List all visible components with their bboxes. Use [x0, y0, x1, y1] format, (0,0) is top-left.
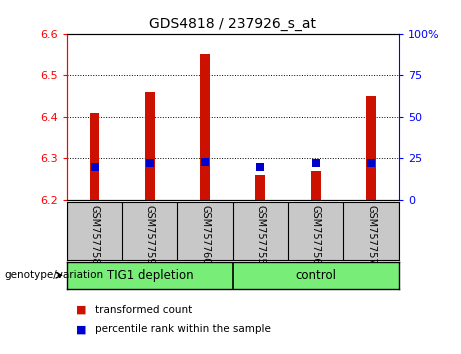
Text: percentile rank within the sample: percentile rank within the sample — [95, 324, 271, 334]
Point — [146, 161, 154, 166]
Point — [201, 159, 209, 165]
Point — [367, 161, 375, 166]
Text: GSM757758: GSM757758 — [89, 205, 100, 264]
Text: GSM757757: GSM757757 — [366, 205, 376, 264]
Text: ■: ■ — [76, 305, 87, 315]
Bar — [145, 92, 155, 200]
Text: genotype/variation: genotype/variation — [5, 270, 104, 280]
Text: GSM757755: GSM757755 — [255, 205, 266, 264]
Text: GSM757756: GSM757756 — [311, 205, 321, 264]
Text: transformed count: transformed count — [95, 305, 192, 315]
Point — [91, 164, 98, 170]
Bar — [200, 55, 210, 200]
Title: GDS4818 / 237926_s_at: GDS4818 / 237926_s_at — [149, 17, 316, 31]
Text: GSM757759: GSM757759 — [145, 205, 155, 264]
Point — [312, 161, 319, 166]
Bar — [366, 96, 376, 200]
Text: GSM757760: GSM757760 — [200, 205, 210, 264]
Text: ■: ■ — [76, 324, 87, 334]
Point — [257, 164, 264, 170]
Bar — [311, 171, 321, 200]
Text: TIG1 depletion: TIG1 depletion — [106, 269, 193, 282]
Bar — [255, 175, 266, 200]
Text: control: control — [296, 269, 336, 282]
Bar — [89, 113, 100, 200]
